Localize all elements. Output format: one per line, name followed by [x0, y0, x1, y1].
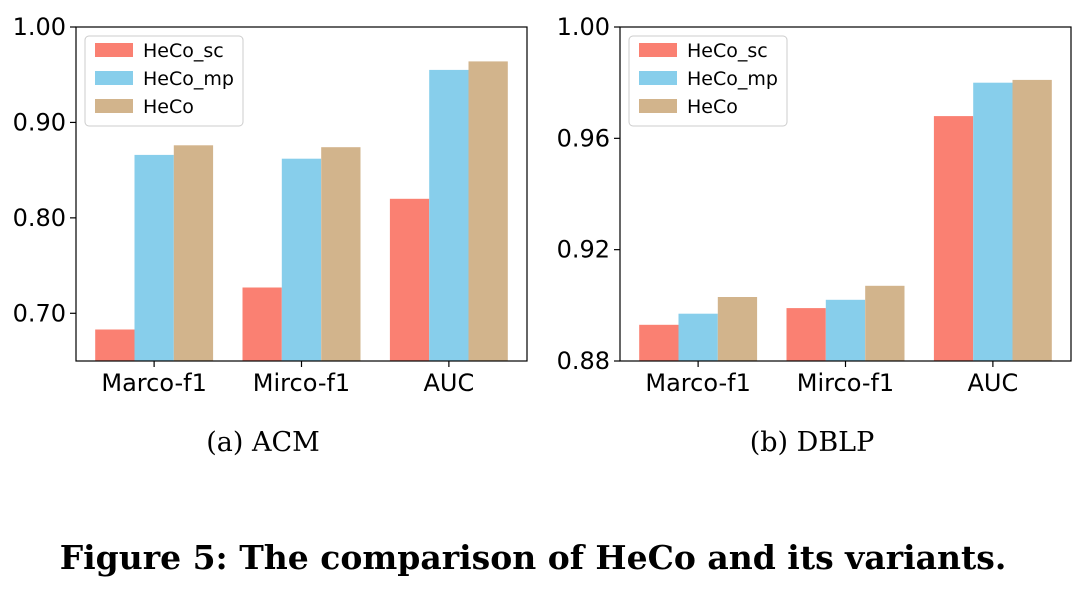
bar-heco-auc	[1012, 79, 1052, 362]
x-tick-label: Mirco-f1	[797, 369, 894, 397]
bar-heco-sc-marco-f1	[95, 329, 135, 361]
bar-heco-mp-auc	[973, 82, 1013, 361]
legend-label: HeCo_sc	[143, 40, 224, 62]
bar-heco-marco-f1	[173, 145, 214, 361]
x-tick-label: AUC	[424, 369, 475, 397]
x-tick-label: Marco-f1	[645, 369, 750, 397]
y-tick-label: 0.70	[13, 299, 66, 327]
legend-label: HeCo_mp	[687, 68, 778, 90]
legend-swatch	[639, 71, 677, 85]
legend-label: HeCo_mp	[143, 68, 234, 90]
bar-heco-marco-f1	[717, 297, 758, 361]
y-tick-label: 1.00	[13, 13, 66, 41]
bar-heco-mp-mirco-f1	[825, 299, 866, 361]
x-tick-label: Mirco-f1	[253, 369, 350, 397]
y-tick-label: 0.80	[13, 204, 66, 232]
y-tick-label: 0.88	[557, 347, 610, 375]
legend-swatch	[639, 43, 677, 57]
bar-heco-sc-marco-f1	[639, 324, 679, 361]
legend-label: HeCo	[143, 96, 194, 118]
bar-heco-mp-marco-f1	[678, 313, 718, 361]
chart-dblp: 0.88 0.92 0.96 1.00 Marco-f1 Mirco-f1 AUC HeCo_…	[557, 13, 1072, 397]
bar-heco-auc	[468, 61, 508, 362]
figure-caption: Figure 5: The comparison of HeCo and its…	[60, 538, 1007, 577]
bar-heco-mp-marco-f1	[134, 154, 174, 361]
legend-swatch	[95, 71, 133, 85]
bar-heco-mp-auc	[429, 69, 469, 362]
bar-heco-sc-mirco-f1	[786, 308, 826, 361]
y-tick-label: 1.00	[557, 13, 610, 41]
x-tick-label: AUC	[968, 369, 1019, 397]
x-tick-label: Marco-f1	[101, 369, 206, 397]
bar-heco-mp-mirco-f1	[281, 158, 322, 361]
legend-label: HeCo	[687, 96, 738, 118]
legend-swatch	[639, 99, 677, 113]
bar-heco-sc-mirco-f1	[242, 287, 282, 361]
chart-acm: 0.70 0.80 0.90 1.00 Marco-f1 Mirco-f1 AUC HeCo_…	[13, 13, 528, 397]
legend-label: HeCo_sc	[687, 40, 768, 62]
y-tick-label: 0.96	[557, 124, 610, 152]
subcaption-acm: (a) ACM	[206, 427, 320, 458]
y-tick-label: 0.92	[557, 236, 610, 264]
subcaption-dblp: (b) DBLP	[750, 427, 875, 458]
legend-swatch	[95, 99, 133, 113]
y-tick-label: 0.90	[13, 108, 66, 136]
bar-heco-mirco-f1	[321, 147, 361, 361]
bar-heco-sc-auc	[933, 116, 974, 361]
legend-swatch	[95, 43, 133, 57]
bar-heco-mirco-f1	[865, 285, 905, 361]
bar-heco-sc-auc	[389, 198, 430, 361]
